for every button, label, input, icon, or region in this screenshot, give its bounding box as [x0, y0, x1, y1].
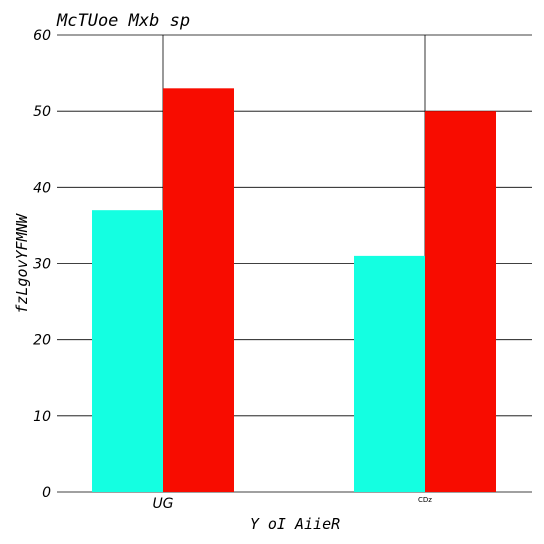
y-tick-label: 60 [33, 28, 51, 44]
y-tick-label: 0 [42, 485, 51, 501]
bar-1-UG [92, 210, 163, 492]
bars [92, 88, 496, 493]
x-tick-labels: UG CDz [152, 496, 432, 512]
bar-2-CDz [425, 111, 496, 493]
bar-2-UG [163, 88, 234, 493]
x-axis-label: Y oI AiieR [250, 515, 340, 533]
bar-1-CDz [354, 255, 425, 492]
y-tick-label: 40 [33, 180, 51, 196]
y-tick-label: 50 [33, 104, 51, 120]
x-tick-label-UG: UG [152, 496, 173, 512]
chart-title: McTUoe Mxb sp [56, 11, 190, 31]
y-axis-label: fzLgovYFMNW [13, 212, 31, 313]
y-tick-label: 20 [33, 333, 51, 349]
y-tick-label: 10 [33, 409, 51, 425]
y-tick-labels: 0 10 20 30 40 50 60 [33, 28, 51, 501]
y-tick-label: 30 [33, 257, 51, 273]
x-tick-label-CDz: CDz [418, 496, 432, 504]
